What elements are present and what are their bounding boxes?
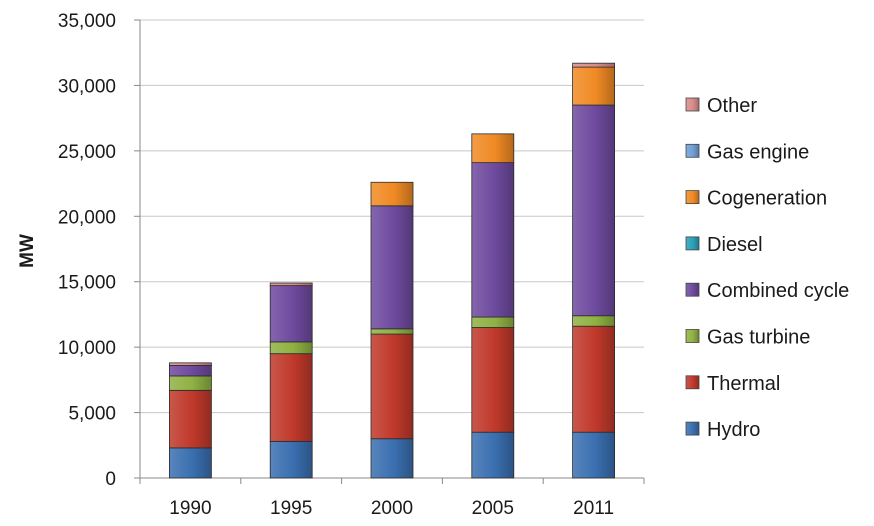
y-tick-label: 20,000 xyxy=(58,207,116,228)
legend-item-diesel: Diesel xyxy=(685,234,763,256)
bar-1990-gas-turbine xyxy=(168,375,212,391)
legend-swatch xyxy=(685,329,700,343)
bar-2011-gas-turbine xyxy=(572,315,615,327)
bar-2011-hydro xyxy=(572,431,615,479)
legend-label: Cogeneration xyxy=(707,188,827,210)
bar-1995-combined-cycle xyxy=(269,285,313,343)
legend-item-gas-turbine: Gas turbine xyxy=(685,327,810,349)
y-tick-label: 5,000 xyxy=(68,404,116,425)
bar-2011-other xyxy=(572,62,615,68)
x-tick-labels: 1990 1995 2000 2005 2011 xyxy=(169,498,614,519)
bar-2005-combined-cycle xyxy=(471,162,515,318)
legend-item-combined-cycle: Combined cycle xyxy=(685,280,849,302)
bar-2005-cogeneration xyxy=(471,133,515,164)
x-tick-label: 1995 xyxy=(270,498,312,519)
bar-2000-combined-cycle xyxy=(370,205,414,330)
bar-1995-thermal xyxy=(269,353,313,442)
legend-item-hydro: Hydro xyxy=(685,419,760,441)
legend-label: Diesel xyxy=(707,234,763,256)
y-tick-label: 25,000 xyxy=(58,142,116,163)
legend-item-cogeneration: Cogeneration xyxy=(685,188,827,210)
legend-label: Other xyxy=(707,95,757,117)
y-tick-label: 10,000 xyxy=(58,338,116,359)
bar-1995-hydro xyxy=(269,440,313,479)
y-tick-labels: 0 5,000 10,000 15,000 20,000 25,000 30,000 35,0… xyxy=(58,11,116,490)
legend-swatch xyxy=(685,190,700,205)
legend: Other Gas engine Cogeneration Diesel Combine… xyxy=(685,95,849,441)
y-tick-label: 15,000 xyxy=(58,273,116,294)
legend-swatch xyxy=(685,236,700,251)
x-tick-label: 2011 xyxy=(573,498,614,519)
bars xyxy=(168,62,615,479)
legend-label: Gas engine xyxy=(707,141,809,163)
bar-2000-gas-turbine xyxy=(370,328,414,335)
x-tick-label: 1990 xyxy=(169,498,211,519)
legend-label: Thermal xyxy=(707,373,780,395)
legend-swatch xyxy=(685,375,700,390)
bar-2000-thermal xyxy=(370,333,414,440)
legend-item-other: Other xyxy=(685,95,757,117)
y-tick-label: 35,000 xyxy=(58,11,116,32)
bar-2005-gas-turbine xyxy=(471,316,515,328)
bar-1990-combined-cycle xyxy=(168,365,212,377)
legend-swatch xyxy=(685,97,700,112)
bar-1990-thermal xyxy=(168,389,212,449)
legend-swatch xyxy=(685,421,700,436)
bar-2011-thermal xyxy=(572,325,615,433)
legend-swatch xyxy=(685,282,700,297)
legend-item-gas-engine: Gas engine xyxy=(685,141,809,163)
y-tick-label: 30,000 xyxy=(58,76,116,97)
bar-1995-other xyxy=(269,282,313,287)
bar-2005-thermal xyxy=(471,327,515,433)
bar-1990-hydro xyxy=(168,447,212,479)
y-axis-label: MW xyxy=(17,234,38,268)
bar-1995-gas-turbine xyxy=(269,341,313,355)
legend-item-thermal: Thermal xyxy=(685,373,780,395)
legend-label: Hydro xyxy=(707,419,760,441)
bar-2011-combined-cycle xyxy=(572,104,615,317)
bar-2011-cogeneration xyxy=(572,66,615,106)
legend-label: Gas turbine xyxy=(707,327,810,349)
legend-swatch xyxy=(685,143,700,158)
y-tick-label: 0 xyxy=(105,469,116,490)
x-tick-label: 2005 xyxy=(472,498,514,519)
bar-1990-other xyxy=(168,362,212,366)
legend-label: Combined cycle xyxy=(707,280,849,302)
bar-2000-cogeneration xyxy=(370,181,414,207)
x-tick-label: 2000 xyxy=(371,498,413,519)
bar-2005-hydro xyxy=(471,431,515,479)
bar-2000-hydro xyxy=(370,438,414,479)
